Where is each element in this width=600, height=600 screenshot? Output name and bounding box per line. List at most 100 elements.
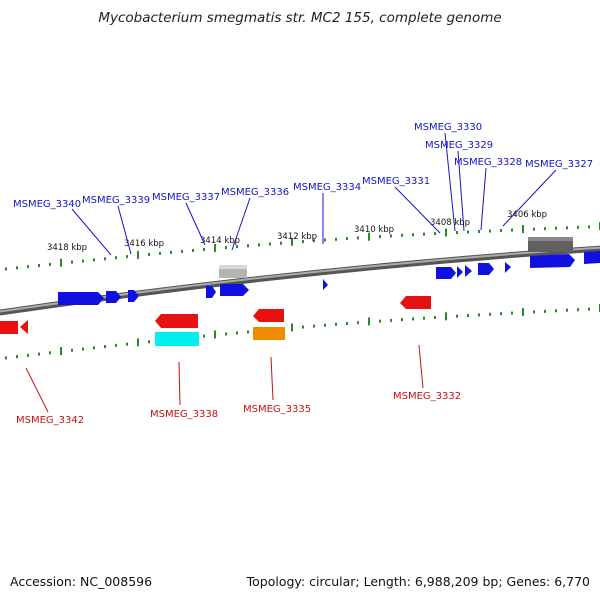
minor-tick: [566, 226, 568, 230]
minor-tick: [16, 266, 18, 270]
gene-label-forward[interactable]: MSMEG_3339: [82, 195, 150, 206]
major-tick: [522, 225, 524, 234]
leader-line: [444, 132, 456, 232]
gene-arrow-reverse[interactable]: [155, 314, 198, 328]
minor-tick: [478, 229, 480, 233]
gene-arrow-forward[interactable]: [323, 279, 328, 290]
gene-arrow-forward[interactable]: [478, 263, 494, 275]
minor-tick: [192, 248, 194, 252]
minor-tick: [203, 334, 205, 338]
gene-arrow-forward[interactable]: [457, 266, 463, 278]
feature-orange[interactable]: [253, 327, 285, 340]
minor-tick: [5, 267, 7, 271]
minor-tick: [456, 314, 458, 318]
minor-tick: [346, 237, 348, 241]
minor-tick: [148, 252, 150, 256]
minor-tick: [533, 227, 535, 231]
gene-label-reverse[interactable]: MSMEG_3335: [243, 404, 311, 415]
major-tick: [291, 323, 293, 332]
minor-tick: [49, 351, 51, 355]
gene-arrow-forward[interactable]: [206, 286, 216, 298]
minor-tick: [401, 318, 403, 322]
minor-tick: [544, 309, 546, 313]
gene-label-reverse[interactable]: MSMEG_3338: [150, 409, 218, 420]
major-tick: [214, 330, 216, 339]
minor-tick: [247, 244, 249, 248]
gene-label-forward[interactable]: MSMEG_3331: [362, 176, 430, 187]
gene-label-forward[interactable]: MSMEG_3340: [13, 199, 81, 210]
minor-tick: [104, 345, 106, 349]
kbp-label: 3414 kbp: [200, 236, 240, 246]
gene-arrow-reverse[interactable]: [253, 309, 284, 322]
minor-tick: [390, 234, 392, 238]
outer-tick-track: [5, 222, 600, 271]
minor-tick: [27, 265, 29, 269]
gene-label-forward[interactable]: MSMEG_3336: [221, 187, 289, 198]
leader-line: [185, 202, 206, 246]
minor-tick: [82, 259, 84, 263]
leader-line: [25, 367, 49, 413]
gene-label-forward[interactable]: MSMEG_3328: [454, 157, 522, 168]
gene-arrow-forward[interactable]: [106, 291, 121, 303]
kbp-label: 3412 kbp: [277, 232, 317, 242]
minor-tick: [148, 340, 150, 344]
minor-tick: [181, 249, 183, 253]
minor-tick: [115, 256, 117, 260]
minor-tick: [577, 308, 579, 312]
gene-arrow-forward[interactable]: [530, 254, 575, 268]
minor-tick: [379, 319, 381, 323]
minor-tick: [511, 311, 513, 315]
kbp-label: 3418 kbp: [47, 243, 87, 253]
minor-tick: [511, 228, 513, 232]
gene-arrow-forward[interactable]: [584, 251, 600, 264]
gene-label-forward[interactable]: MSMEG_3334: [293, 182, 361, 193]
minor-tick: [588, 225, 590, 229]
minor-tick: [170, 250, 172, 254]
gene-arrow-reverse[interactable]: [20, 320, 28, 334]
leader-line: [117, 205, 132, 255]
reverse-gene-labels: MSMEG_3342 MSMEG_3338 MSMEG_3335 MSMEG_3…: [16, 344, 461, 426]
minor-tick: [434, 232, 436, 236]
leader-line: [270, 356, 274, 401]
gene-arrow-reverse[interactable]: [0, 321, 18, 334]
minor-tick: [346, 322, 348, 326]
minor-tick: [390, 318, 392, 322]
gene-arrow-forward[interactable]: [58, 292, 104, 305]
minor-tick: [335, 237, 337, 241]
gene-label-forward[interactable]: MSMEG_3327: [525, 159, 593, 170]
major-tick: [368, 232, 370, 241]
leader-line: [418, 344, 424, 389]
gene-arrow-reverse[interactable]: [400, 296, 431, 309]
reverse-strand-genes: [0, 296, 431, 346]
minor-tick: [126, 255, 128, 259]
gene-arrow-forward[interactable]: [220, 284, 249, 296]
minor-tick: [225, 332, 227, 336]
minor-tick: [93, 258, 95, 262]
minor-tick: [82, 347, 84, 351]
minor-tick: [27, 353, 29, 357]
gene-label-forward[interactable]: MSMEG_3329: [425, 140, 493, 151]
minor-tick: [588, 307, 590, 311]
feature-cyan[interactable]: [155, 332, 199, 346]
gene-arrow-forward[interactable]: [465, 265, 472, 277]
minor-tick: [104, 257, 106, 261]
leader-line: [457, 150, 465, 232]
minor-tick: [269, 242, 271, 246]
kbp-label: 3410 kbp: [354, 225, 394, 235]
feature-gray-dark-shade: [528, 237, 573, 241]
gene-arrow-forward[interactable]: [505, 262, 511, 273]
minor-tick: [379, 235, 381, 239]
minor-tick: [577, 225, 579, 229]
gene-label-forward[interactable]: MSMEG_3330: [414, 122, 482, 133]
gene-label-reverse[interactable]: MSMEG_3342: [16, 415, 84, 426]
gene-arrow-forward[interactable]: [436, 267, 456, 279]
minor-tick: [280, 241, 282, 245]
minor-tick: [38, 264, 40, 268]
minor-tick: [5, 356, 7, 360]
minor-tick: [71, 348, 73, 352]
gene-label-forward[interactable]: MSMEG_3337: [152, 192, 220, 203]
leader-line: [394, 186, 441, 234]
gene-arrow-forward[interactable]: [128, 290, 139, 302]
gene-label-reverse[interactable]: MSMEG_3332: [393, 391, 461, 402]
